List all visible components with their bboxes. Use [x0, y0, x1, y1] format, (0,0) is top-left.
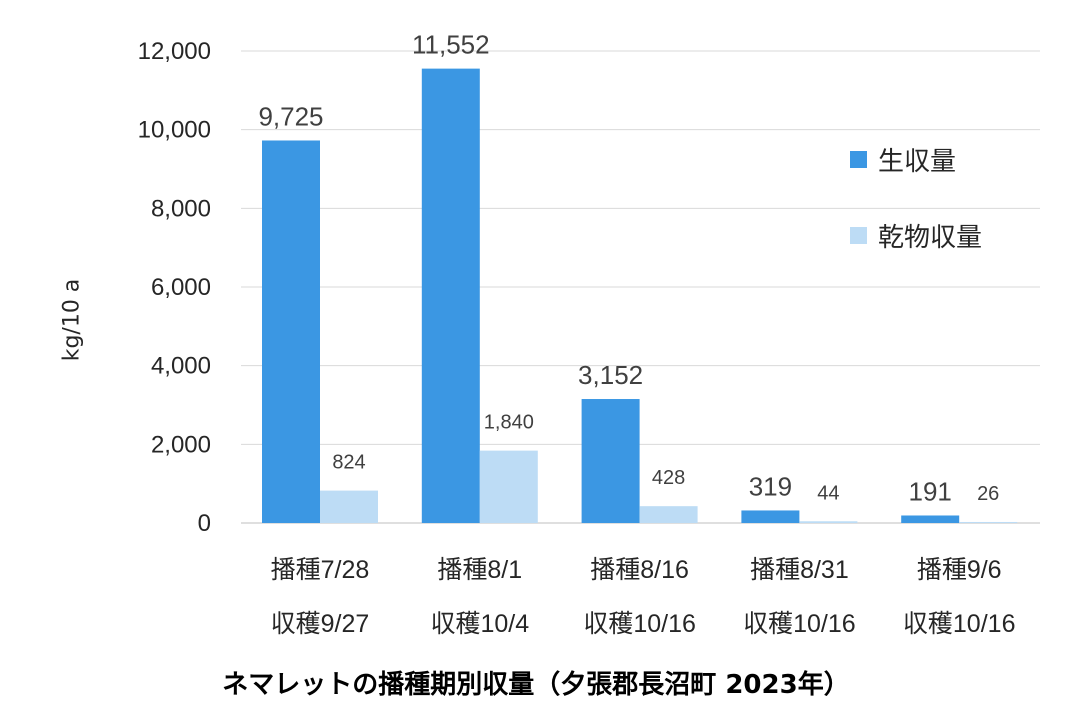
chart-title: ネマレットの播種期別収量（夕張郡長沼町 2023年）	[222, 670, 850, 700]
y-tick-label: 6,000	[151, 274, 211, 301]
legend-label: 生収量	[878, 146, 956, 176]
data-label: 44	[817, 482, 839, 504]
y-tick-label: 4,000	[151, 353, 211, 380]
x-tick-label: 播種8/31	[750, 556, 849, 584]
x-tick-label: 播種8/1	[437, 556, 522, 584]
bar-fresh-yield	[741, 510, 800, 523]
bar-fresh-yield	[262, 140, 320, 523]
bar-dry-yield	[320, 490, 378, 523]
data-label: 26	[977, 483, 999, 505]
data-label: 428	[652, 467, 685, 489]
legend-label: 乾物収量	[878, 222, 982, 252]
x-tick-label: 播種9/6	[917, 556, 1002, 584]
x-tick-label: 播種7/28	[271, 556, 370, 584]
bar-fresh-yield	[581, 399, 640, 523]
bar-fresh-yield	[901, 515, 960, 523]
y-axis-label: kg/10 a	[59, 278, 85, 362]
y-tick-label: 2,000	[151, 431, 211, 458]
data-label: 191	[909, 476, 952, 506]
bar-dry-yield	[639, 506, 698, 523]
x-tick-label: 収穫10/16	[743, 610, 856, 638]
legend-swatch-dry	[850, 227, 867, 244]
y-tick-label: 12,000	[138, 38, 211, 65]
y-tick-label: 0	[198, 510, 211, 537]
bar-dry-yield	[479, 450, 538, 523]
data-label: 11,552	[412, 30, 490, 60]
x-tick-label: 収穫10/4	[430, 610, 529, 638]
legend-swatch-fresh	[850, 151, 867, 168]
data-label: 319	[749, 471, 792, 501]
x-tick-label: 収穫10/16	[583, 610, 696, 638]
bar-dry-yield	[799, 521, 858, 523]
bar-fresh-yield	[421, 68, 480, 523]
y-tick-label: 10,000	[138, 117, 211, 144]
y-axis-label-wrap: kg/10 a	[52, 260, 92, 380]
x-tick-label: 播種8/16	[590, 556, 689, 584]
x-tick-label: 収穫10/16	[903, 610, 1016, 638]
y-tick-label: 8,000	[151, 195, 211, 222]
bar-dry-yield	[959, 521, 1018, 523]
data-label: 3,152	[578, 360, 643, 390]
data-label: 824	[332, 452, 365, 474]
x-tick-label: 収穫9/27	[271, 610, 370, 638]
data-label: 1,840	[484, 412, 534, 434]
data-label: 9,725	[258, 101, 323, 131]
